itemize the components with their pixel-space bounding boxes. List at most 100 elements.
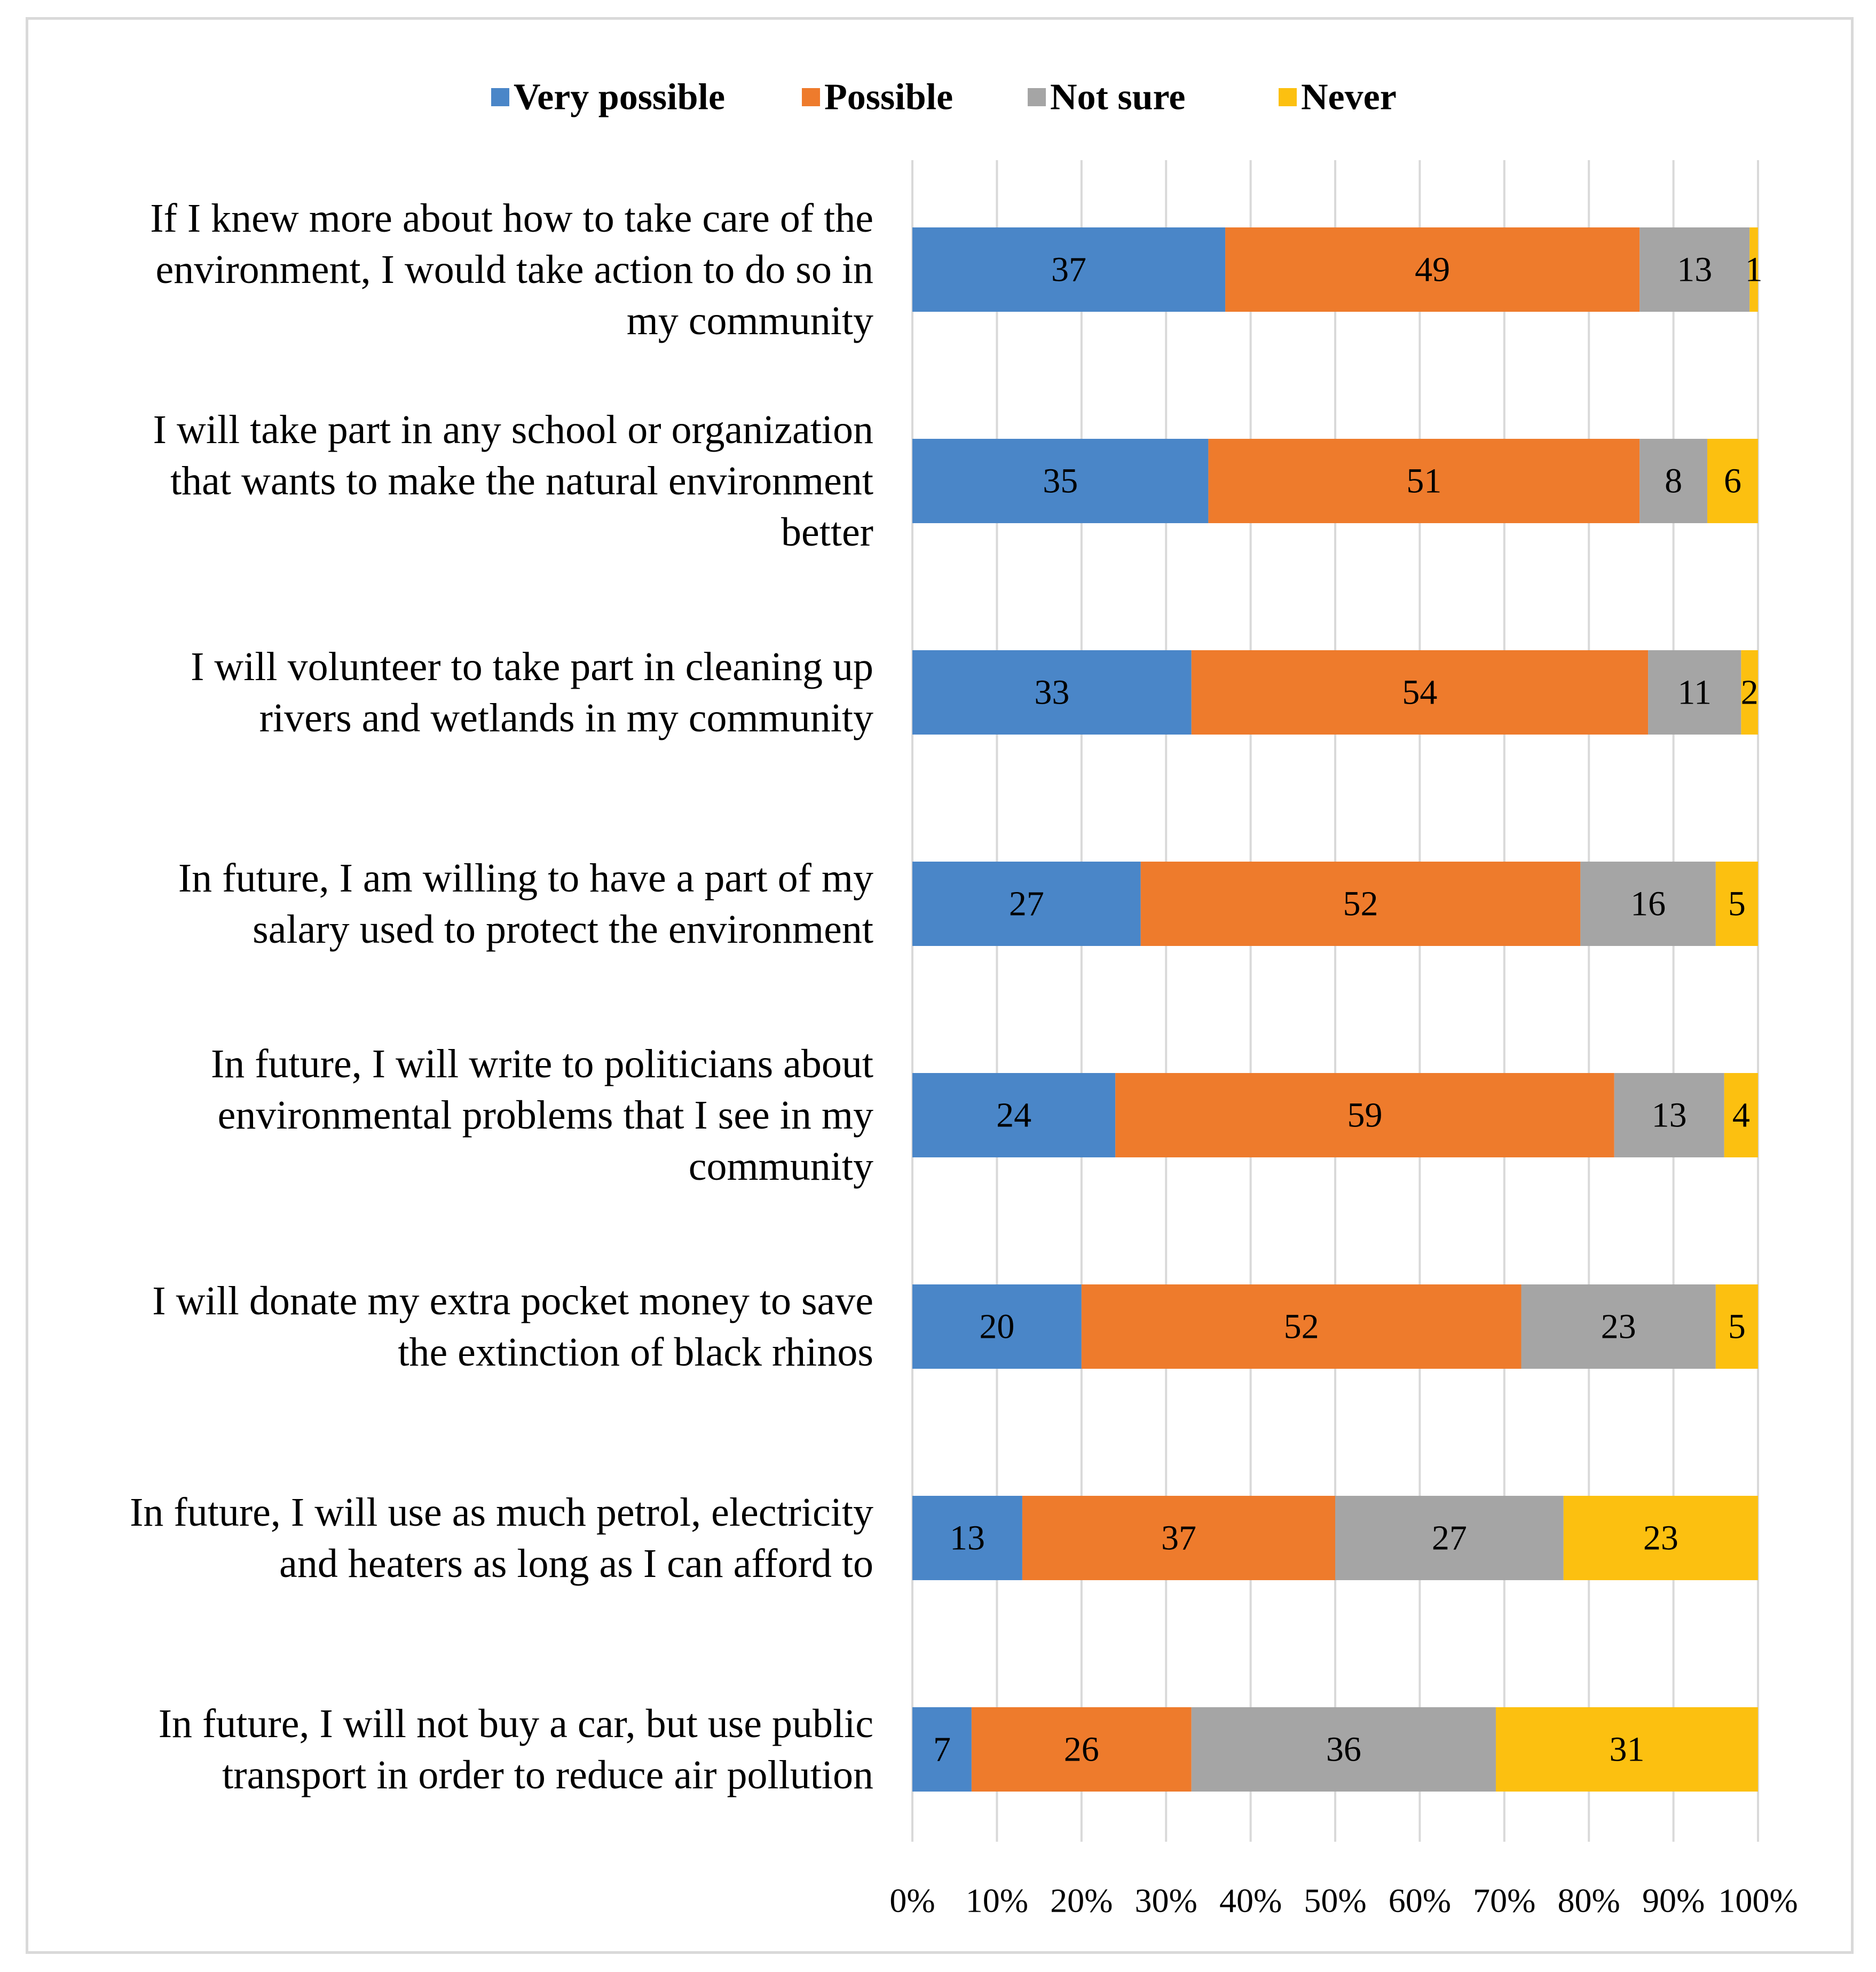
x-axis-ticks: 0% 10% 20% 30% 40% 50% 60% 70% 80% 90% 100% <box>889 1882 1798 1920</box>
legend: Very possible Possible Not sure Never <box>491 77 1397 118</box>
x-tick-label: 50% <box>1304 1882 1366 1920</box>
category-label: If I knew more about how to take care of… <box>150 196 873 343</box>
bar-segment <box>1225 227 1640 312</box>
bar-segment <box>1724 1073 1758 1157</box>
category-label-line: the extinction of black rhinos <box>398 1330 873 1375</box>
bar-segment <box>912 862 1141 946</box>
bar-segment <box>1191 1707 1496 1792</box>
category-label: In future, I will use as much petrol, el… <box>130 1490 873 1586</box>
legend-label: Not sure <box>1050 77 1185 118</box>
bar-segment <box>1140 862 1581 946</box>
bar-segment <box>1715 1284 1758 1369</box>
data-label: 13 <box>950 1519 985 1558</box>
legend-swatch <box>1279 88 1297 106</box>
data-label: 5 <box>1728 1307 1746 1346</box>
bar-segment <box>1741 650 1758 735</box>
data-label: 23 <box>1601 1307 1636 1346</box>
data-label: 52 <box>1343 885 1378 924</box>
category-label-line: In future, I am willing to have a part o… <box>178 856 873 901</box>
data-label: 26 <box>1064 1730 1099 1769</box>
category-label-line: rivers and wetlands in my community <box>259 696 873 740</box>
x-tick-label: 10% <box>966 1882 1028 1920</box>
data-label: 11 <box>1677 673 1712 712</box>
category-label-line: I will donate my extra pocket money to s… <box>152 1279 873 1323</box>
category-label-line: salary used to protect the environment <box>253 907 873 952</box>
bar-segment <box>912 1073 1116 1157</box>
data-label: 54 <box>1402 673 1437 712</box>
category-label-line: and heaters as long as I can afford to <box>279 1541 873 1586</box>
bar-segment <box>1191 650 1649 735</box>
data-label: 35 <box>1043 462 1078 501</box>
bar-segment <box>1749 227 1758 312</box>
bar-segment <box>1208 439 1640 523</box>
bar-segment <box>1081 1284 1522 1369</box>
category-label: I will take part in any school or organi… <box>153 407 873 555</box>
category-label: In future, I will not buy a car, but use… <box>159 1701 873 1797</box>
category-label-line: environment, I would take action to do s… <box>155 247 873 292</box>
category-label-line: If I knew more about how to take care of… <box>150 196 873 241</box>
bar-segment <box>912 227 1226 312</box>
bar-segment <box>1335 1496 1564 1580</box>
bar-segment <box>912 1707 972 1792</box>
category-label-line: community <box>689 1144 873 1189</box>
category-labels: If I knew more about how to take care of… <box>130 196 873 1797</box>
data-label: 13 <box>1677 250 1712 289</box>
bar-segment <box>912 650 1192 735</box>
gridlines <box>911 160 1759 1842</box>
bar-segment <box>1022 1496 1335 1580</box>
bar-segment <box>1648 650 1741 735</box>
legend-label: Never <box>1301 77 1397 118</box>
x-tick-label: 0% <box>889 1882 935 1920</box>
x-tick-label: 40% <box>1219 1882 1282 1920</box>
x-tick-label: 20% <box>1050 1882 1113 1920</box>
category-label-line: In future, I will use as much petrol, el… <box>130 1490 873 1535</box>
data-label: 23 <box>1643 1519 1678 1558</box>
legend-swatch <box>802 88 820 106</box>
data-label: 27 <box>1009 885 1044 924</box>
category-label-line: In future, I will write to politicians a… <box>211 1042 873 1086</box>
bar-segment <box>1495 1707 1758 1792</box>
data-label: 37 <box>1161 1519 1196 1558</box>
x-tick-label: 90% <box>1642 1882 1705 1920</box>
bar-segment <box>1639 439 1707 523</box>
data-label: 7 <box>933 1730 951 1769</box>
data-label: 8 <box>1665 462 1682 501</box>
x-tick-label: 80% <box>1558 1882 1620 1920</box>
bar-segment <box>1707 439 1758 523</box>
category-label-line: I will volunteer to take part in cleanin… <box>191 644 873 689</box>
x-tick-label: 30% <box>1135 1882 1197 1920</box>
data-label: 1 <box>1745 250 1763 289</box>
category-label: In future, I will write to politicians a… <box>211 1042 873 1189</box>
bar-segment <box>1715 862 1758 946</box>
data-label: 52 <box>1284 1307 1319 1346</box>
category-label-line: In future, I will not buy a car, but use… <box>159 1701 873 1746</box>
category-label-line: better <box>781 510 873 555</box>
data-label: 49 <box>1415 250 1450 289</box>
data-label: 36 <box>1326 1730 1361 1769</box>
legend-swatch <box>491 88 509 106</box>
category-label-line: my community <box>627 298 873 343</box>
category-label: I will volunteer to take part in cleanin… <box>191 644 873 740</box>
data-label: 51 <box>1406 462 1441 501</box>
data-label: 16 <box>1630 885 1666 924</box>
data-label: 2 <box>1741 673 1759 712</box>
data-label: 4 <box>1732 1096 1750 1135</box>
data-label: 33 <box>1034 673 1069 712</box>
chart-frame <box>26 17 1854 1954</box>
data-label: 37 <box>1051 250 1086 289</box>
bar-segment <box>1580 862 1716 946</box>
data-label: 59 <box>1347 1096 1382 1135</box>
bar-segment <box>971 1707 1192 1792</box>
category-label-line: I will take part in any school or organi… <box>153 407 873 452</box>
category-label-line: that wants to make the natural environme… <box>170 459 873 503</box>
legend-label: Possible <box>824 77 953 118</box>
legend-swatch <box>1028 88 1046 106</box>
data-label: 6 <box>1724 462 1741 501</box>
x-tick-label: 70% <box>1473 1882 1535 1920</box>
category-label-line: transport in order to reduce air polluti… <box>222 1753 873 1797</box>
data-label: 20 <box>979 1307 1014 1346</box>
category-label-line: environmental problems that I see in my <box>218 1093 873 1138</box>
bar-segment <box>1614 1073 1724 1157</box>
data-label: 31 <box>1609 1730 1644 1769</box>
bar-segment <box>912 439 1209 523</box>
